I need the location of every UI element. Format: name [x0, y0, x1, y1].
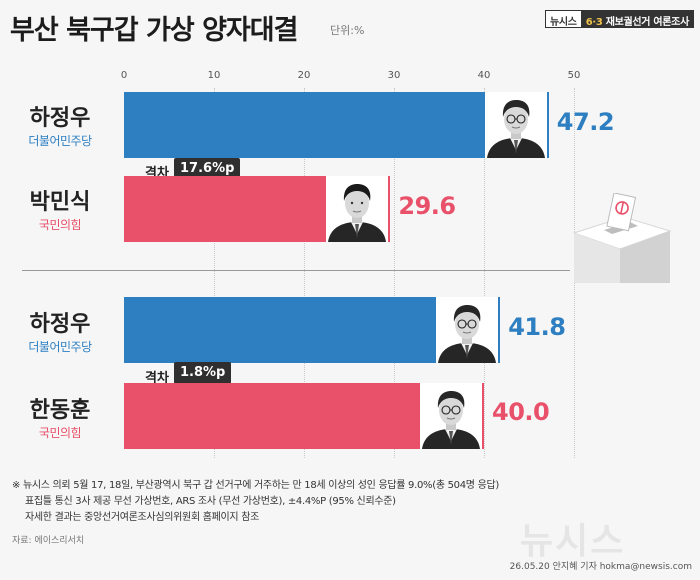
- gap-value: 1.8%p: [174, 362, 232, 384]
- candidate-party: 국민의힘: [38, 218, 82, 232]
- gap-label: 격차: [145, 371, 169, 386]
- candidate-name: 한동훈: [29, 398, 91, 423]
- portrait-handonghoon: [420, 383, 482, 449]
- x-tick-label: 10: [207, 70, 221, 81]
- series-badge: 뉴시스 6·3 재보궐선거 여론조사: [544, 10, 694, 28]
- note-line: 자세한 결과는 중앙선거여론조사심의위원회 홈페이지 참조: [25, 512, 260, 523]
- candidate-party: 더불어민주당: [28, 340, 92, 354]
- candidate-name: 하정우: [29, 312, 91, 337]
- value-label: 47.2: [556, 108, 615, 136]
- value-label: 40.0: [492, 398, 550, 426]
- credit-text: 26.05.20 안지혜 기자 hokma@newsis.com: [509, 562, 692, 572]
- survey-notes: ※ 뉴시스 의뢰 5월 17, 18일, 부산광역시 북구 갑 선거구에 거주하…: [12, 478, 499, 526]
- gap-value: 17.6%p: [174, 158, 241, 180]
- gridline: [394, 88, 395, 458]
- gridline: [304, 88, 305, 458]
- portrait-parkminsik: [326, 176, 389, 242]
- portrait-hajeongwoo-2: [436, 297, 499, 363]
- page-title: 부산 북구갑 가상 양자대결: [10, 15, 298, 46]
- value-label: 41.8: [508, 313, 566, 341]
- watermark-logo: 뉴시스: [520, 521, 626, 562]
- candidate-name: 박민식: [29, 190, 91, 215]
- x-tick-label: 40: [477, 70, 491, 81]
- candidate-name: 하정우: [29, 106, 91, 131]
- x-tick-label: 30: [387, 70, 401, 81]
- x-axis-ticks: 0 10 20 30 40 50: [0, 70, 700, 86]
- gridline: [214, 88, 215, 458]
- badge-event: 6·3 재보궐선거 여론조사: [580, 10, 694, 28]
- bar-hajeongwoo-1: [124, 92, 549, 158]
- badge-brand: 뉴시스: [544, 10, 581, 28]
- x-tick-label: 0: [120, 70, 128, 81]
- matchup-divider: [22, 270, 570, 271]
- x-tick-label: 50: [567, 70, 581, 81]
- x-tick-label: 20: [297, 70, 311, 81]
- ballot-box-icon: [572, 193, 672, 283]
- badge-event-num: 6·3: [585, 17, 603, 28]
- source-text: 자료: 에이스리서치: [12, 536, 85, 546]
- portrait-hajeongwoo-1: [484, 92, 547, 158]
- gridline: [484, 88, 485, 458]
- candidate-party: 더불어민주당: [28, 134, 92, 148]
- unit-label: 단위:%: [330, 24, 365, 37]
- note-line: 표집틀 통신 3사 제공 무선 가상번호, ARS 조사 (무선 가상번호), …: [25, 496, 396, 507]
- note-line: ※ 뉴시스 의뢰 5월 17, 18일, 부산광역시 북구 갑 선거구에 거주하…: [12, 480, 499, 491]
- value-label: 29.6: [398, 192, 456, 220]
- badge-event-text: 재보궐선거 여론조사: [605, 17, 690, 28]
- candidate-party: 국민의힘: [38, 426, 82, 440]
